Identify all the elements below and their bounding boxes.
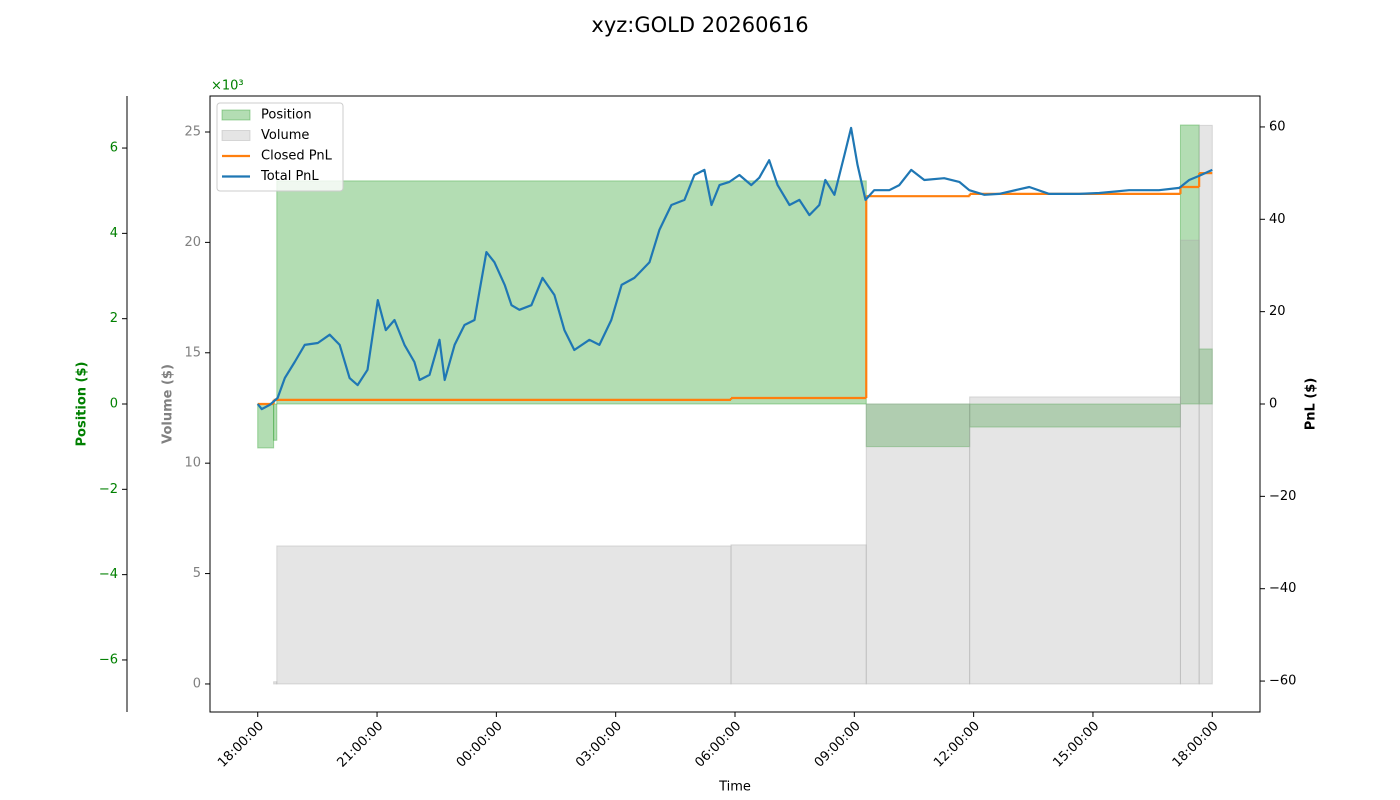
y-tick-label: 25 <box>184 124 201 139</box>
y-tick-label: −4 <box>99 567 118 582</box>
area-step-segment <box>276 545 732 685</box>
y-tick-label: 40 <box>1269 212 1286 227</box>
x-tick-label: 06:00:00 <box>692 719 744 771</box>
x-tick-label: 21:00:00 <box>334 719 386 771</box>
legend-box <box>216 102 344 192</box>
x-tick-label: 12:00:00 <box>931 719 983 771</box>
area-step-segment <box>273 681 278 685</box>
y-tick-label: −60 <box>1269 674 1296 689</box>
x-tick-label: 03:00:00 <box>573 719 625 771</box>
x-tick-label: 18:00:00 <box>215 719 267 771</box>
area-step-segment <box>969 396 1181 685</box>
y-offset-label: ×10³ <box>211 79 244 94</box>
area-step-segment <box>865 403 971 685</box>
legend-label: Closed PnL <box>261 149 333 164</box>
area-step-segment <box>276 180 867 405</box>
area-step-segment <box>730 544 867 685</box>
y-tick-label: 20 <box>1269 304 1286 319</box>
area-step-segment <box>1179 124 1200 405</box>
y-tick-label: 10 <box>184 456 201 471</box>
legend-swatch <box>221 109 251 121</box>
y-tick-label: −40 <box>1269 581 1296 596</box>
x-tick-label: 00:00:00 <box>454 719 506 771</box>
y3-axis-label: Volume ($) <box>161 364 176 444</box>
y-tick-label: −6 <box>99 652 118 667</box>
area-step-segment <box>257 403 275 449</box>
y-tick-label: −2 <box>99 482 118 497</box>
y-tick-label: 0 <box>110 397 118 412</box>
y-tick-label: 0 <box>193 676 201 691</box>
area-step-segment <box>1198 348 1213 405</box>
legend: Position Volume Closed PnL Total PnL <box>216 102 344 192</box>
y-tick-label: 6 <box>110 141 118 156</box>
y-tick-label: 0 <box>1269 397 1277 412</box>
y-tick-label: 15 <box>184 345 201 360</box>
chart-title: xyz:GOLD 20260616 <box>591 13 808 37</box>
plot-area <box>256 124 1213 685</box>
area-step-segment <box>969 403 1181 428</box>
legend-swatch <box>221 130 251 141</box>
x-axis-label: Time <box>718 780 751 795</box>
y2-axis-label: PnL ($) <box>1304 378 1319 431</box>
y-tick-label: 60 <box>1269 119 1286 134</box>
y-tick-label: 20 <box>184 235 201 250</box>
y-tick-label: 5 <box>193 566 201 581</box>
area-step-segment <box>273 403 278 441</box>
y-tick-label: −20 <box>1269 489 1296 504</box>
y-tick-label: 4 <box>110 226 118 241</box>
y-axis-label: Position ($) <box>75 362 90 447</box>
area-step-segment <box>1198 124 1213 685</box>
y-tick-label: 2 <box>110 311 118 326</box>
line <box>256 126 1213 411</box>
x-tick-label: 18:00:00 <box>1170 719 1222 771</box>
x-tick-label: 09:00:00 <box>812 719 864 771</box>
x-tick-label: 15:00:00 <box>1050 719 1102 771</box>
legend-label: Position <box>261 108 312 123</box>
legend-label: Total PnL <box>260 169 319 184</box>
area-step-segment <box>1179 239 1200 685</box>
area-step-segment <box>865 403 971 448</box>
legend-label: Volume <box>261 128 309 143</box>
